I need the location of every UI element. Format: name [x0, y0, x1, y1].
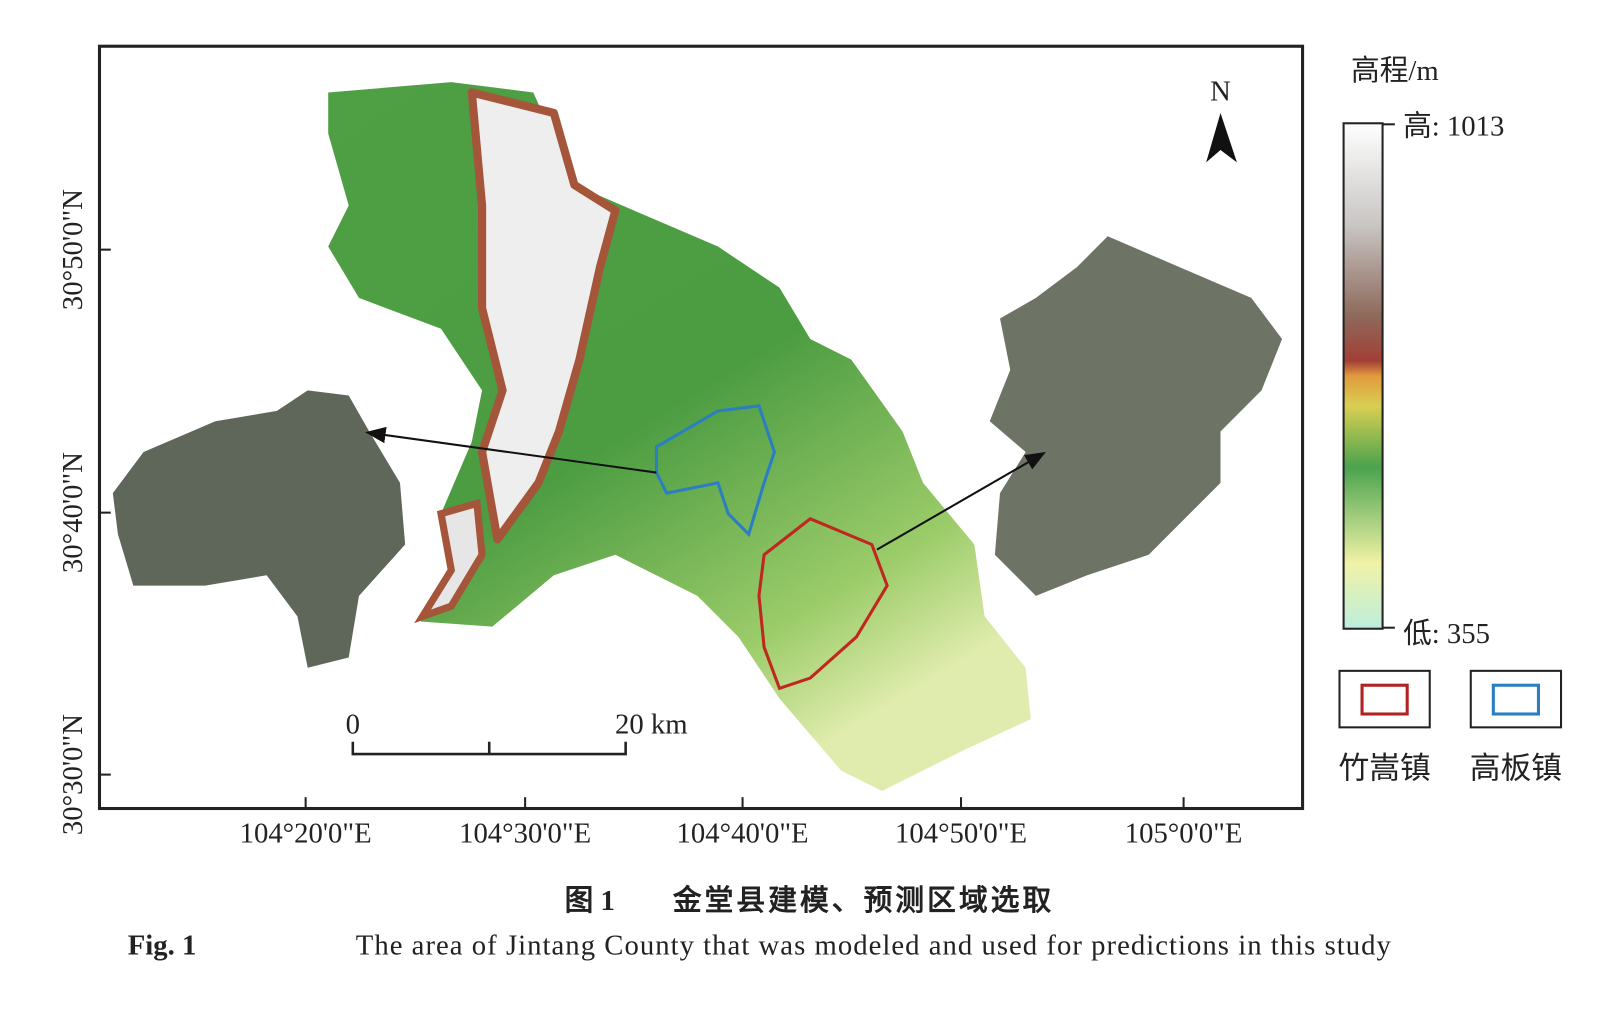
- legend-item: 高板镇: [1470, 752, 1562, 786]
- lat-label: 30°40'0"N: [57, 452, 89, 573]
- legend-low: 低: 355: [1403, 618, 1490, 650]
- scale-bar: [351, 741, 627, 756]
- legend-swatch: [1491, 683, 1540, 716]
- scale-start: 0: [346, 708, 360, 740]
- arrow: [876, 452, 1046, 551]
- lat-label: 30°50'0"N: [57, 189, 89, 310]
- legend-item: 竹嵩镇: [1338, 752, 1430, 786]
- lon-label: 104°50'0"E: [895, 817, 1027, 849]
- lon-label: 104°40'0"E: [677, 817, 809, 849]
- ticks: [99, 248, 1185, 809]
- lon-label: 104°20'0"E: [240, 817, 372, 849]
- north-label: N: [1210, 76, 1231, 108]
- mountain-ridge-south: [414, 498, 486, 624]
- scale-end: 20 km: [615, 708, 688, 740]
- north-arrow: [1206, 113, 1237, 163]
- lat-label: 30°30'0"N: [57, 714, 89, 835]
- legend-swatch: [1360, 683, 1409, 716]
- zhusong-outline: [757, 517, 889, 691]
- legend-high: 高: 1013: [1403, 111, 1504, 143]
- inset-zhusong: [989, 236, 1283, 596]
- legend-box: [1469, 669, 1563, 729]
- inset-gaoban: [112, 390, 406, 668]
- caption-en-text: The area of Jintang County that was mode…: [356, 929, 1392, 961]
- legend-title: 高程/m: [1351, 55, 1439, 87]
- legend-box: [1338, 669, 1431, 729]
- caption-cn-text: 金堂县建模、预测区域选取: [672, 884, 1054, 917]
- caption-cn-label: 图 1: [565, 885, 615, 917]
- color-bar: [1342, 122, 1384, 630]
- caption-en-label: Fig. 1: [128, 929, 197, 961]
- arrow: [365, 426, 657, 474]
- lon-label: 104°30'0"E: [459, 817, 591, 849]
- lon-label: 105°0'0"E: [1125, 817, 1243, 849]
- gaoban-outline: [654, 404, 776, 538]
